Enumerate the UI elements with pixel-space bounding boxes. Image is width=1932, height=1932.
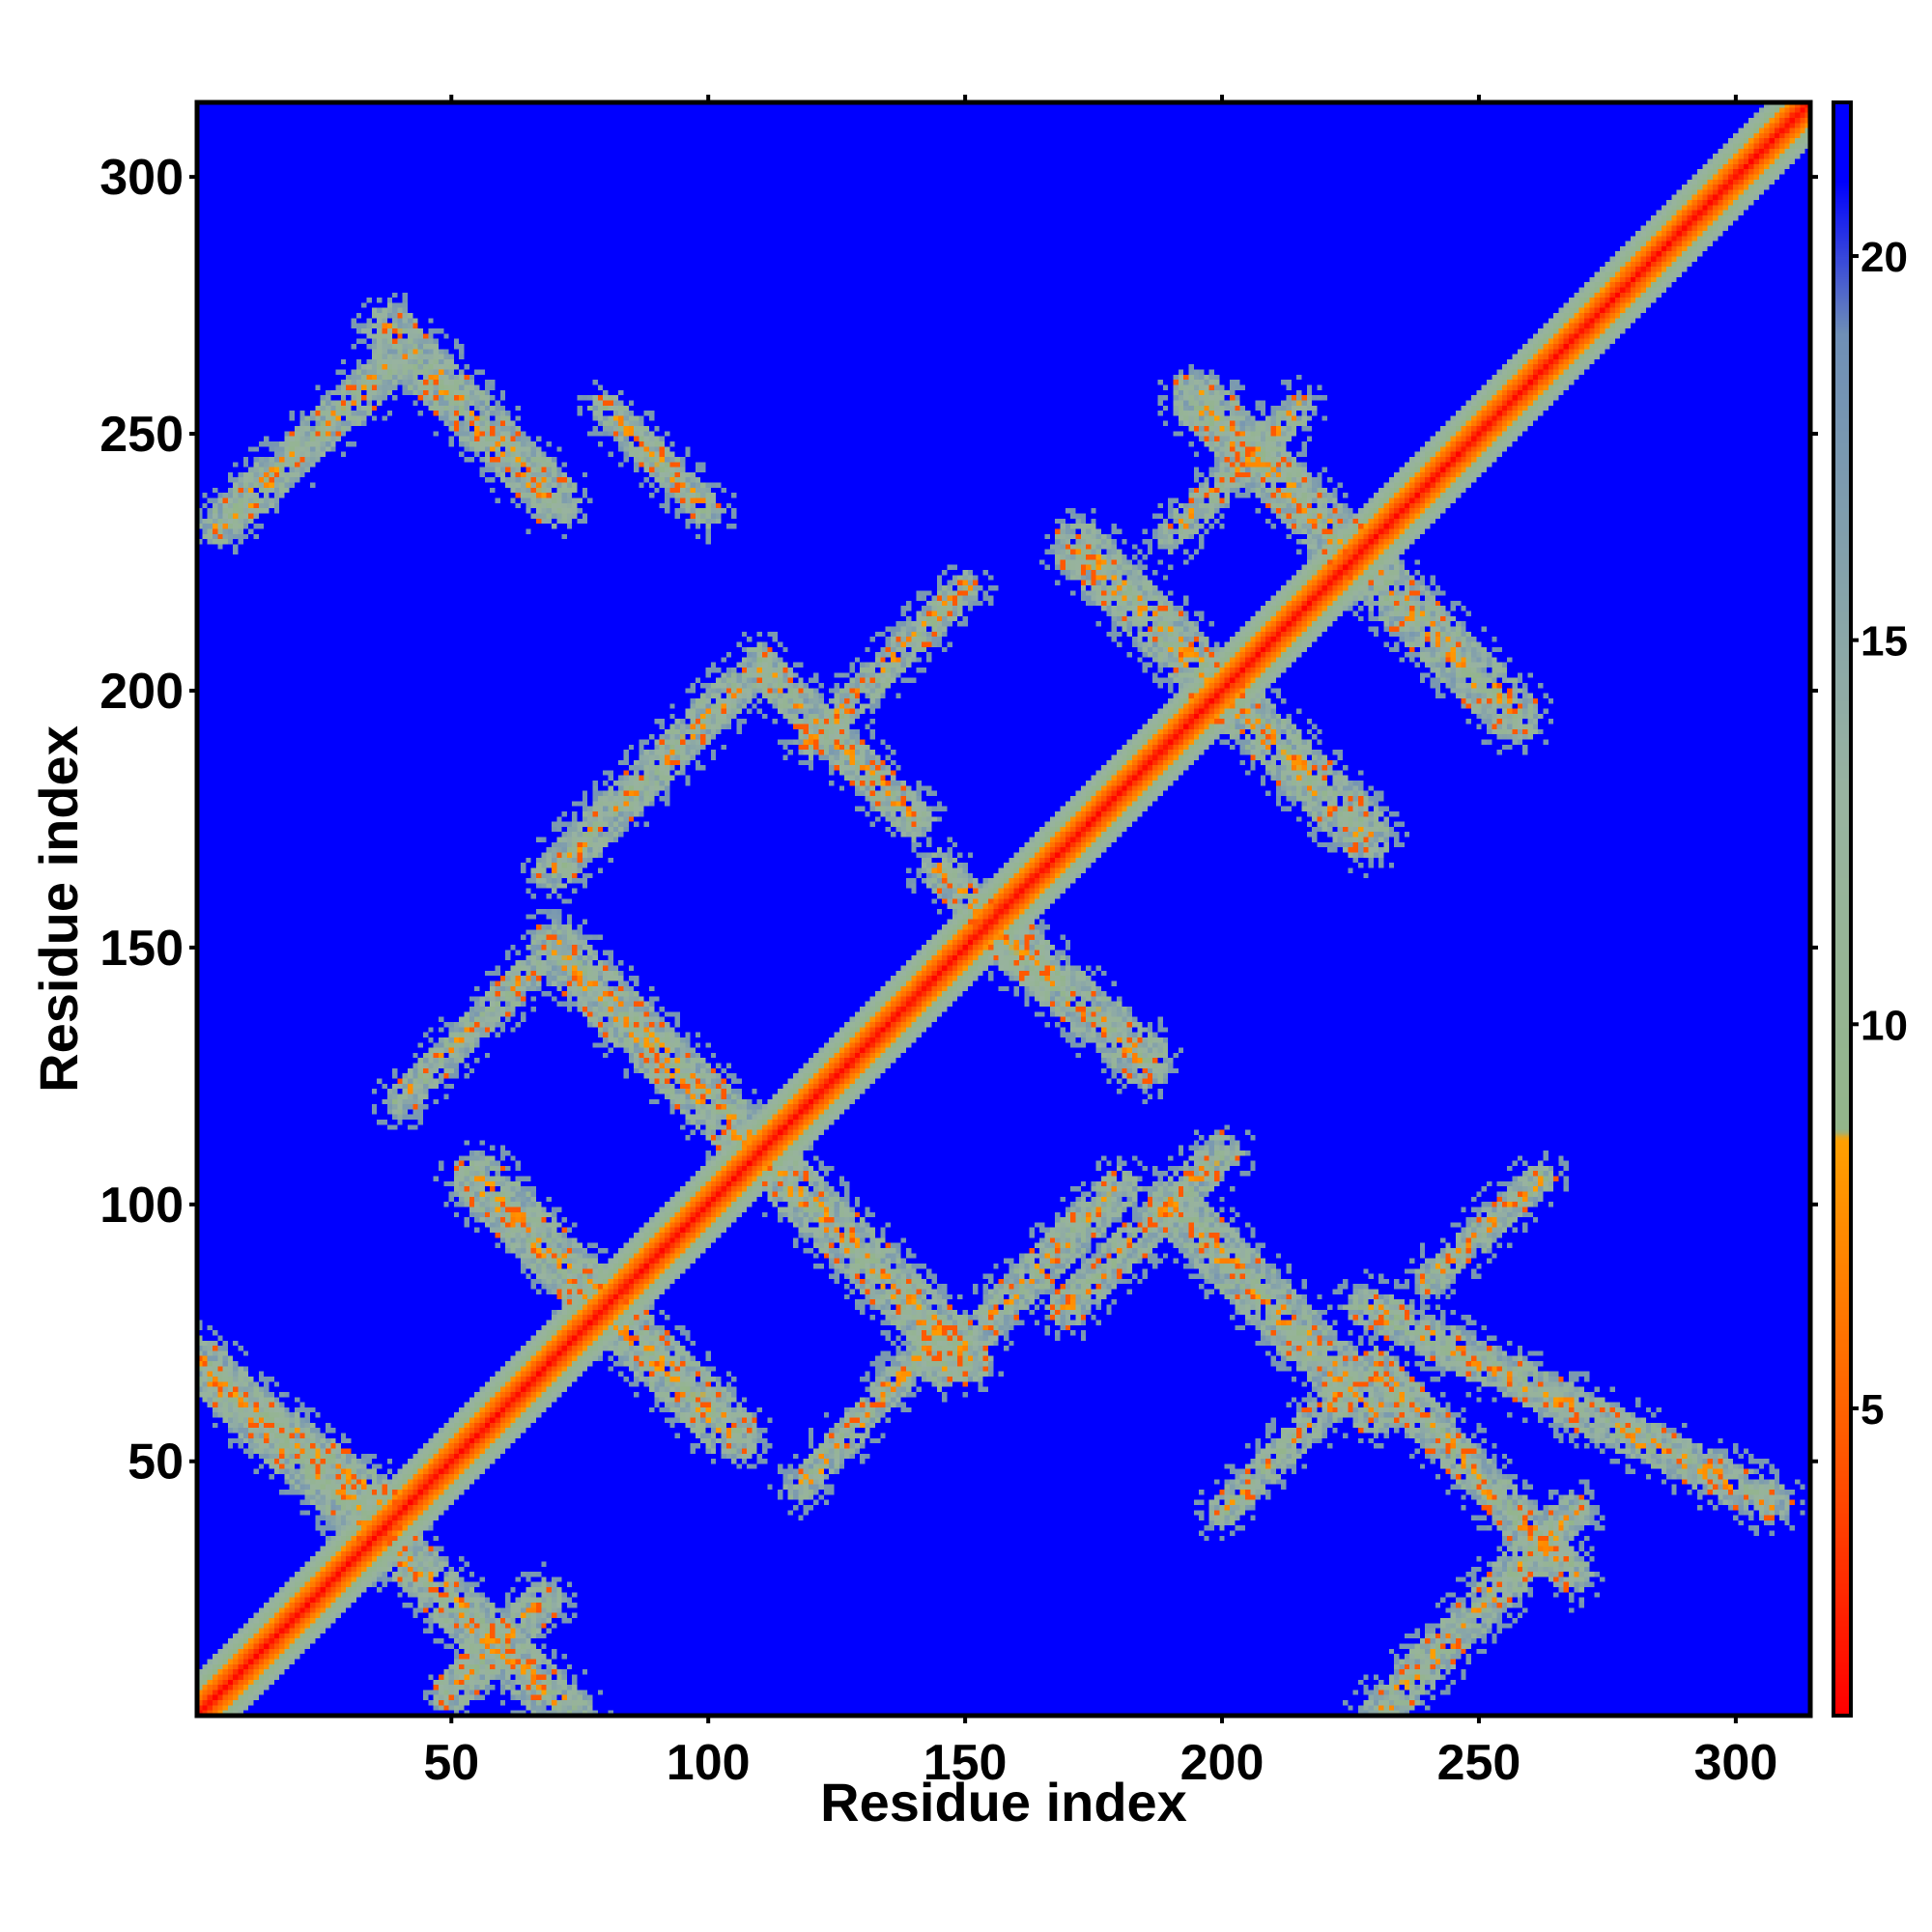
x-tick-label: 200	[1180, 1735, 1264, 1791]
colorbar-tick-label: 10	[1861, 1002, 1908, 1049]
colorbar-gradient	[1833, 102, 1851, 1716]
x-tick-label: 250	[1437, 1735, 1521, 1791]
colorbar-frame	[1832, 100, 1853, 1718]
x-tick-label: 100	[667, 1735, 751, 1791]
y-tick-label: 100	[99, 1178, 184, 1234]
y-axis-title: Residue index	[28, 725, 89, 1093]
heatmap-cells	[197, 102, 1810, 1716]
colorbar-tick-label: 15	[1861, 618, 1908, 666]
y-tick-label: 50	[128, 1435, 184, 1491]
x-tick-label: 300	[1693, 1735, 1777, 1791]
x-axis-ticks: 50 100 150 200 250 300	[423, 95, 1777, 1791]
colorbar-tick-label: 5	[1861, 1386, 1884, 1434]
y-tick-label: 300	[99, 150, 184, 206]
y-axis-ticks: 50 100 150 200 250 300	[99, 150, 1818, 1491]
colorbar-ticks: 5 10 15 20	[1851, 234, 1908, 1434]
x-tick-label: 50	[423, 1735, 479, 1791]
x-axis-title: Residue index	[820, 1772, 1187, 1833]
y-tick-label: 150	[99, 921, 184, 977]
colorbar-tick-label: 20	[1861, 234, 1908, 281]
y-tick-label: 250	[99, 407, 184, 463]
plot-frame	[194, 99, 1813, 1719]
x-tick-label: 150	[923, 1735, 1008, 1791]
y-tick-label: 200	[99, 664, 184, 720]
